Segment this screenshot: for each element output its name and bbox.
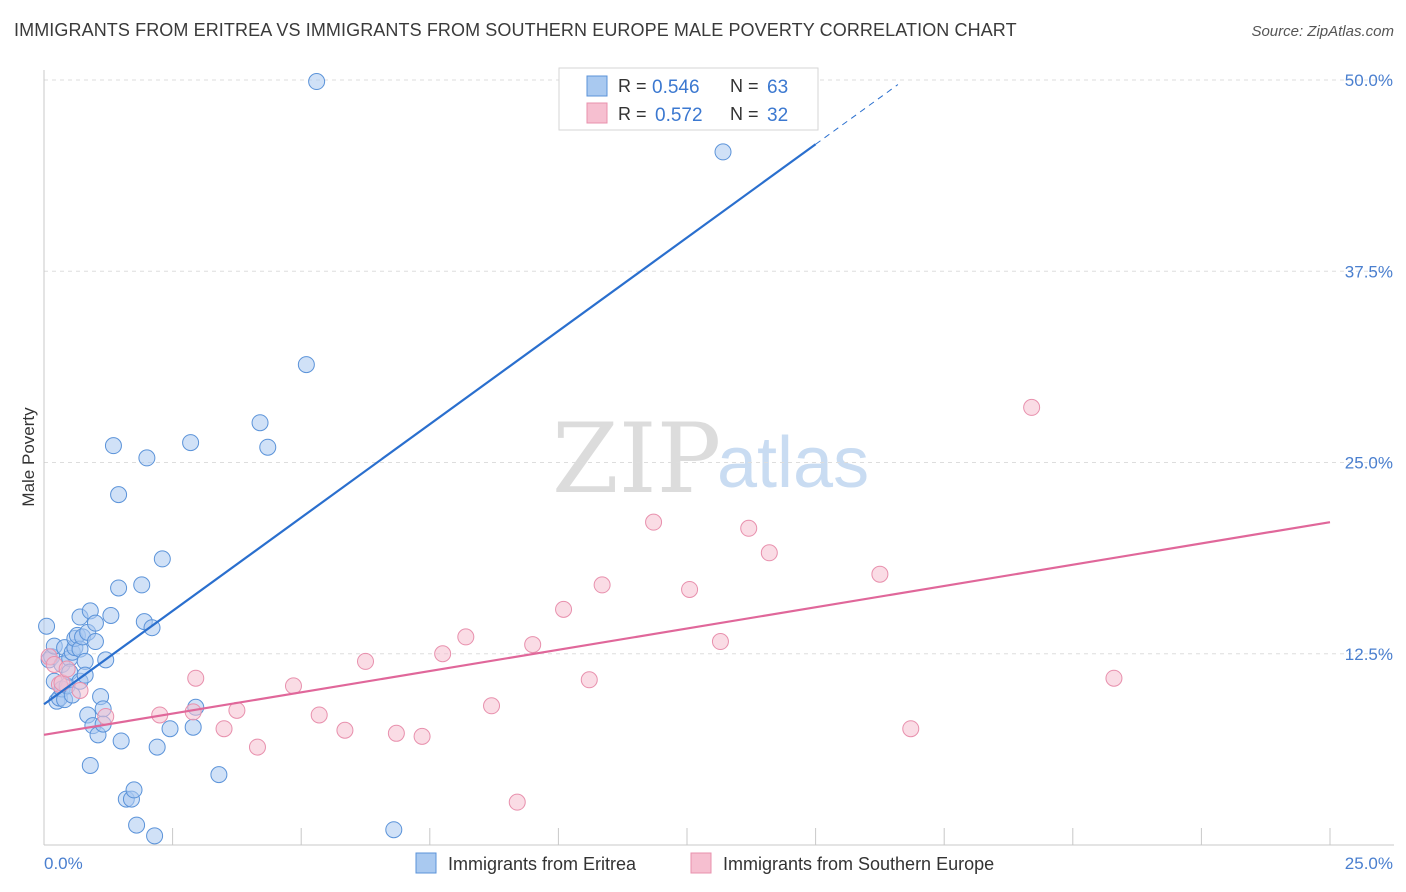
point-eritrea <box>133 576 151 594</box>
point-eritrea <box>184 718 202 736</box>
legend-r-label-eritrea: R = <box>618 76 647 96</box>
watermark: ZIP atlas <box>552 403 869 515</box>
y-tick-label: 25.0% <box>1345 454 1393 473</box>
point-eritrea <box>259 438 277 456</box>
point-southern-europe <box>187 669 205 687</box>
legend-r-value-eritrea: 0.546 <box>652 77 700 98</box>
point-eritrea <box>251 414 269 432</box>
point-eritrea <box>210 766 228 784</box>
point-southern-europe <box>284 677 302 695</box>
point-southern-europe <box>593 576 611 594</box>
legend-n-label-southern-europe: N = <box>730 104 759 124</box>
point-southern-europe <box>71 681 89 699</box>
point-eritrea <box>714 143 732 161</box>
legend-r-value-southern-europe: 0.572 <box>655 105 703 126</box>
y-axis-title: Male Poverty <box>19 407 38 507</box>
x-tick-label-max: 25.0% <box>1345 854 1393 873</box>
x-axis-ticks <box>172 828 1331 845</box>
legend-swatch-eritrea <box>586 75 608 97</box>
watermark-zip: ZIP <box>552 403 721 515</box>
point-eritrea <box>385 821 403 839</box>
point-southern-europe <box>740 519 758 537</box>
point-southern-europe <box>1023 398 1041 416</box>
point-southern-europe <box>524 636 542 654</box>
point-eritrea <box>138 449 156 467</box>
point-southern-europe <box>434 645 452 663</box>
bottom-legend-label-southern-europe: Immigrants from Southern Europe <box>723 854 994 874</box>
trend-line-eritrea <box>43 143 817 706</box>
point-eritrea <box>86 633 104 651</box>
point-southern-europe <box>483 697 501 715</box>
series-legend: Immigrants from Eritrea Immigrants from … <box>415 852 994 874</box>
point-eritrea <box>38 617 56 635</box>
point-eritrea <box>112 732 130 750</box>
point-eritrea <box>102 607 120 624</box>
y-tick-label: 37.5% <box>1345 262 1393 281</box>
point-eritrea <box>146 827 164 845</box>
legend-r-label-southern-europe: R = <box>618 104 647 124</box>
source-credit: Source: ZipAtlas.com <box>1251 23 1394 40</box>
point-eritrea <box>308 73 326 91</box>
series-southern-europe-points <box>40 398 1123 811</box>
point-eritrea <box>125 781 143 799</box>
point-eritrea <box>182 434 200 452</box>
point-eritrea <box>81 756 99 774</box>
point-southern-europe <box>508 793 526 811</box>
point-southern-europe <box>555 600 573 618</box>
point-eritrea <box>148 738 166 756</box>
y-tick-label: 12.5% <box>1345 645 1393 664</box>
trend-line-southern-europe <box>43 521 1331 736</box>
point-southern-europe <box>1105 669 1123 687</box>
point-eritrea <box>161 720 179 738</box>
point-southern-europe <box>248 738 266 756</box>
point-eritrea <box>104 437 122 455</box>
point-southern-europe <box>357 652 374 670</box>
point-southern-europe <box>580 671 598 689</box>
y-tick-label: 50.0% <box>1345 71 1393 90</box>
point-southern-europe <box>97 707 115 725</box>
legend-n-label-eritrea: N = <box>730 76 759 96</box>
point-southern-europe <box>387 724 405 742</box>
point-southern-europe <box>215 720 233 738</box>
point-southern-europe <box>902 720 920 738</box>
trend-line-eritrea-extension <box>815 84 899 145</box>
point-eritrea <box>86 614 104 632</box>
point-southern-europe <box>760 544 778 562</box>
correlation-legend: R = 0.546 N = 63 R = 0.572 N = 32 <box>558 67 819 131</box>
point-southern-europe <box>336 721 354 739</box>
bottom-legend-label-eritrea: Immigrants from Eritrea <box>448 854 637 874</box>
chart-title: IMMIGRANTS FROM ERITREA VS IMMIGRANTS FR… <box>14 20 1017 40</box>
point-southern-europe <box>457 628 475 646</box>
trend-lines <box>43 84 1331 736</box>
bottom-legend-swatch-eritrea <box>415 852 437 874</box>
x-tick-label-min: 0.0% <box>44 854 83 873</box>
bottom-legend-swatch-southern-europe <box>690 852 712 874</box>
point-southern-europe <box>645 513 663 531</box>
point-eritrea <box>153 550 171 568</box>
point-eritrea <box>110 486 128 504</box>
point-eritrea <box>297 356 315 374</box>
legend-swatch-southern-europe <box>586 102 608 124</box>
legend-n-value-southern-europe: 32 <box>767 105 788 126</box>
point-southern-europe <box>871 565 889 583</box>
point-southern-europe <box>310 706 328 724</box>
point-southern-europe <box>413 727 431 745</box>
point-southern-europe <box>681 580 699 598</box>
point-eritrea <box>110 579 128 597</box>
legend-n-value-eritrea: 63 <box>767 77 788 98</box>
gridlines <box>44 79 1394 655</box>
point-southern-europe <box>711 633 729 651</box>
y-axis-tick-labels: 12.5% 25.0% 37.5% 50.0% <box>1345 71 1393 664</box>
point-eritrea <box>128 816 146 834</box>
point-southern-europe <box>58 660 76 678</box>
